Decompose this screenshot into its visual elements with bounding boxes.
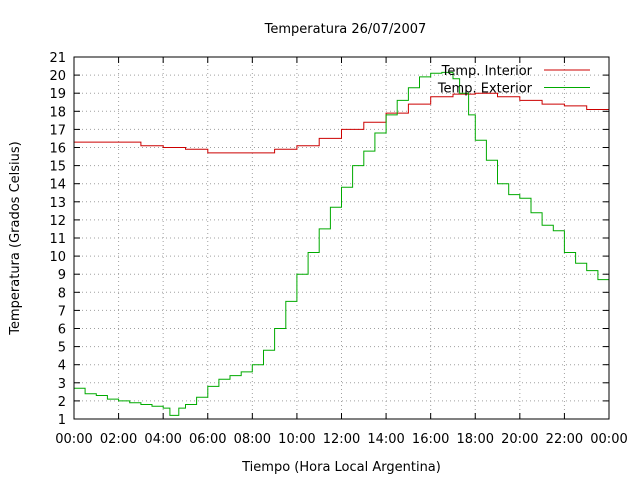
x-tick-label: 00:00 [590,432,627,447]
y-tick-label: 16 [49,142,66,157]
y-tick-label: 13 [49,196,66,211]
series-line-temp-exterior [74,71,610,416]
x-tick-label: 12:00 [323,432,360,447]
axis-ticks: 00:00 02:00 04:00 06:00 08:00 10:00 12:00 14:00… [49,51,627,447]
y-tick-label: 18 [49,105,66,120]
y-tick-label: 2 [58,395,66,410]
y-tick-label: 19 [49,87,66,102]
y-tick-label: 3 [58,377,66,392]
x-tick-label: 02:00 [100,432,137,447]
x-tick-label: 18:00 [457,432,494,447]
y-tick-label: 10 [49,250,66,265]
x-tick-label: 20:00 [501,432,538,447]
y-tick-label: 11 [49,232,66,247]
x-tick-label: 14:00 [367,432,404,447]
y-tick-label: 6 [58,323,66,338]
y-tick-label: 5 [58,341,66,356]
y-tick-label: 12 [49,214,66,229]
y-tick-label: 15 [49,160,66,175]
x-tick-label: 22:00 [546,432,583,447]
y-tick-label: 21 [49,51,66,66]
series-line-temp-interior [74,92,610,154]
y-axis-label: Temperatura (Grados Celsius) [8,141,23,335]
y-tick-label: 4 [58,359,66,374]
y-tick-label: 8 [58,286,66,301]
grid-lines [74,57,609,419]
x-tick-label: 16:00 [412,432,449,447]
legend-label: Temp. Interior [441,64,533,79]
x-tick-label: 00:00 [55,432,92,447]
y-tick-label: 20 [49,69,66,84]
series-lines [74,71,610,416]
x-tick-label: 06:00 [189,432,226,447]
y-tick-label: 7 [58,304,66,319]
legend-label: Temp. Exterior [437,82,533,97]
y-tick-label: 14 [49,178,66,193]
x-tick-label: 10:00 [278,432,315,447]
legend: Temp. Interior Temp. Exterior [437,64,590,97]
y-tick-label: 9 [58,268,66,283]
chart-title: Temperatura 26/07/2007 [264,22,427,37]
x-tick-label: 08:00 [234,432,271,447]
x-tick-label: 04:00 [144,432,181,447]
y-tick-label: 17 [49,123,66,138]
x-axis-label: Tiempo (Hora Local Argentina) [241,460,441,475]
y-tick-label: 1 [58,413,66,428]
